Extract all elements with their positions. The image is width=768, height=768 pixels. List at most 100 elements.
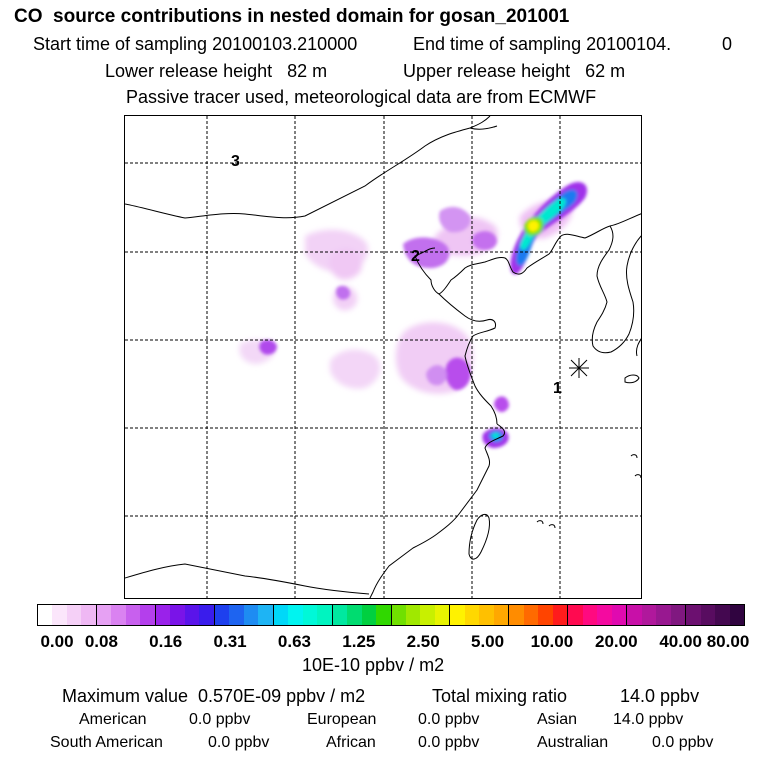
island-2 — [630, 454, 638, 459]
colorbar-tick-label: 2.50 — [406, 632, 440, 651]
colorbar-swatch — [611, 605, 627, 625]
colorbar-swatch — [52, 605, 67, 625]
shandong-coast — [438, 293, 498, 425]
colorbar-swatch — [155, 605, 171, 625]
south-border — [125, 563, 370, 595]
china-coast — [414, 213, 641, 295]
grid-lines — [125, 116, 641, 598]
colorbar-swatch — [229, 605, 244, 625]
colorbar-segment — [450, 605, 510, 625]
plume-violet-coast — [494, 396, 509, 413]
lower-release-height: Lower release height 82 m — [105, 61, 328, 81]
colorbar-swatch — [170, 605, 185, 625]
island-4 — [536, 520, 544, 525]
colorbar-swatch — [493, 605, 509, 625]
taiwan — [468, 513, 490, 560]
region-name-australian: Australian — [537, 734, 609, 751]
region-name-south-american: South American — [50, 734, 163, 751]
colorbar-tick-label: 20.00 — [594, 632, 638, 651]
colorbar-swatch — [184, 605, 200, 625]
colorbar-swatch — [582, 605, 598, 625]
plume-violet-c2 — [426, 365, 447, 386]
colorbar-swatch — [243, 605, 259, 625]
tracer-note: Passive tracer used, meteorological data… — [126, 87, 597, 107]
map-canvas: 1 2 3 — [125, 116, 641, 598]
colorbar-segment — [686, 605, 745, 625]
upper-release-height: Upper release height 62 m — [403, 61, 626, 81]
colorbar-swatch — [140, 605, 155, 625]
map-label-1: 1 — [553, 380, 562, 397]
region-name-american: American — [79, 711, 147, 728]
plot-title: CO source contributions in nested domain… — [14, 6, 570, 27]
plume-violet-ne — [472, 231, 497, 250]
map-panel: 1 2 3 — [124, 115, 642, 599]
colorbar-swatch — [258, 605, 273, 625]
plume-violet-2 — [403, 237, 450, 269]
colorbar-swatch — [81, 605, 96, 625]
colorbar-segment — [96, 605, 156, 625]
colorbar-tick-label: 10.00 — [530, 632, 574, 651]
island-1 — [624, 374, 640, 384]
colorbar-tick-label: 80.00 — [706, 632, 750, 651]
border-north — [125, 116, 491, 219]
region-name-african: African — [326, 734, 376, 751]
colorbar-segment — [155, 605, 215, 625]
region-value-south-american: 0.0 ppbv — [208, 734, 270, 751]
colorbar-swatch — [597, 605, 612, 625]
colorbar-tick-label: 5.00 — [470, 632, 505, 651]
colorbar-units: 10E-10 ppbv / m2 — [302, 655, 445, 675]
coastlines — [125, 116, 641, 598]
colorbar-swatch — [214, 605, 230, 625]
region-value-asian: 14.0 ppbv — [613, 711, 684, 728]
region-value-european: 0.0 ppbv — [418, 711, 480, 728]
colorbar-swatch — [670, 605, 686, 625]
colorbar-swatch — [96, 605, 112, 625]
colorbar-swatch — [391, 605, 406, 625]
colorbar — [37, 604, 745, 626]
region-name-european: European — [307, 711, 377, 728]
region-name-asian: Asian — [537, 711, 578, 728]
colorbar-segment — [38, 605, 97, 625]
colorbar-segment — [273, 605, 333, 625]
end-time-label: End time of sampling 20100104. — [413, 34, 672, 54]
colorbar-swatch — [406, 605, 421, 625]
island-5 — [548, 524, 556, 529]
colorbar-tick-label: 0.08 — [84, 632, 118, 651]
colorbar-swatch — [111, 605, 126, 625]
colorbar-swatch — [479, 605, 494, 625]
colorbar-swatch — [125, 605, 141, 625]
plume-light-nw — [329, 248, 363, 280]
colorbar-swatch — [420, 605, 435, 625]
colorbar-segment — [627, 605, 687, 625]
region-value-african: 0.0 ppbv — [418, 734, 480, 751]
colorbar-segment — [332, 605, 392, 625]
colorbar-swatch — [729, 605, 745, 625]
japan-west — [636, 338, 641, 357]
colorbar-segment — [214, 605, 274, 625]
colorbar-swatch — [361, 605, 377, 625]
colorbar-swatch — [523, 605, 539, 625]
plume-violet-far-w — [259, 339, 277, 355]
plume-violet-north — [439, 206, 471, 233]
colorbar-swatch — [317, 605, 332, 625]
colorbar-tick-label: 0.00 — [40, 632, 74, 651]
colorbar-swatch — [656, 605, 671, 625]
colorbar-tick-label: 0.31 — [213, 632, 247, 651]
plume-shanghai-cyan — [492, 432, 499, 439]
asterisk-icon — [569, 358, 589, 378]
plume-violet-central — [445, 357, 471, 391]
plume-light-west — [330, 349, 381, 389]
end-time-suffix: 0 — [722, 34, 733, 54]
colorbar-swatch — [700, 605, 716, 625]
colorbar-segment — [509, 605, 569, 625]
colorbar-swatch — [464, 605, 480, 625]
colorbar-swatch — [509, 605, 524, 625]
colorbar-swatch — [273, 605, 289, 625]
colorbar-swatch — [627, 605, 642, 625]
map-label-2: 2 — [411, 248, 420, 265]
colorbar-segment — [568, 605, 628, 625]
colorbar-swatch — [641, 605, 657, 625]
colorbar-swatch — [302, 605, 318, 625]
colorbar-swatch — [434, 605, 450, 625]
yangtze-coast — [369, 423, 506, 598]
